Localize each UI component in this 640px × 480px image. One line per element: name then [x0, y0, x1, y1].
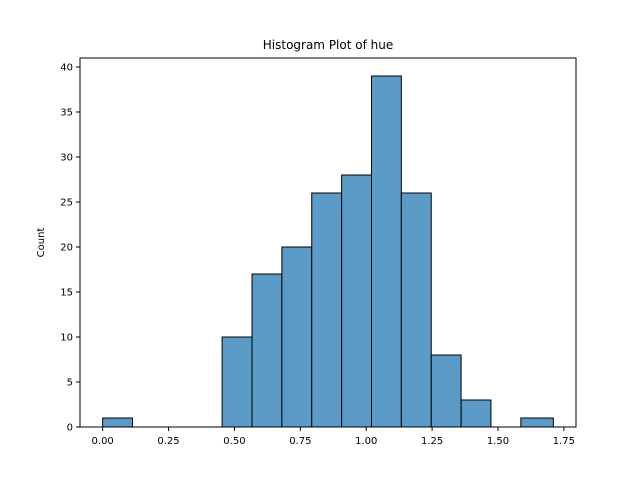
x-tick-label: 0.00: [92, 436, 114, 447]
x-tick-label: 0.25: [157, 436, 179, 447]
y-axis: 0 5 10 15 20 25 30 35 40: [60, 63, 80, 434]
histogram-bar: [281, 246, 313, 428]
y-tick-label: 40: [60, 63, 73, 74]
histogram-bar: [370, 75, 402, 428]
x-tick-label: 0.50: [223, 436, 245, 447]
y-tick-label: 20: [60, 243, 73, 254]
histogram-bar: [430, 354, 462, 428]
y-tick-label: 0: [67, 423, 73, 434]
histogram-bar: [520, 417, 554, 428]
y-tick-label: 30: [60, 153, 73, 164]
y-tick-label: 15: [60, 288, 73, 299]
bars-group: [102, 75, 554, 428]
histogram-bar: [341, 174, 372, 428]
x-tick-label: 0.75: [289, 436, 311, 447]
histogram-bar: [311, 192, 343, 428]
x-tick-label: 1.50: [487, 436, 509, 447]
histogram-bar: [102, 417, 134, 428]
histogram-bar: [251, 273, 283, 428]
chart-title: Histogram Plot of hue: [263, 38, 393, 52]
y-tick-label: 5: [67, 378, 73, 389]
y-tick-label: 10: [60, 333, 73, 344]
y-tick-label: 35: [60, 108, 73, 119]
x-tick-label: 1.75: [553, 436, 575, 447]
x-tick-label: 1.00: [355, 436, 377, 447]
x-tick-label: 1.25: [421, 436, 443, 447]
x-axis: 0.00 0.25 0.50 0.75 1.00 1.25 1.50 1.75: [92, 427, 575, 447]
histogram-bar: [400, 192, 432, 428]
plot-frame: [79, 57, 577, 428]
y-axis-label: Count: [36, 228, 47, 258]
histogram-bar: [460, 399, 492, 428]
y-tick-label: 25: [60, 198, 73, 209]
histogram-bar: [221, 336, 253, 428]
